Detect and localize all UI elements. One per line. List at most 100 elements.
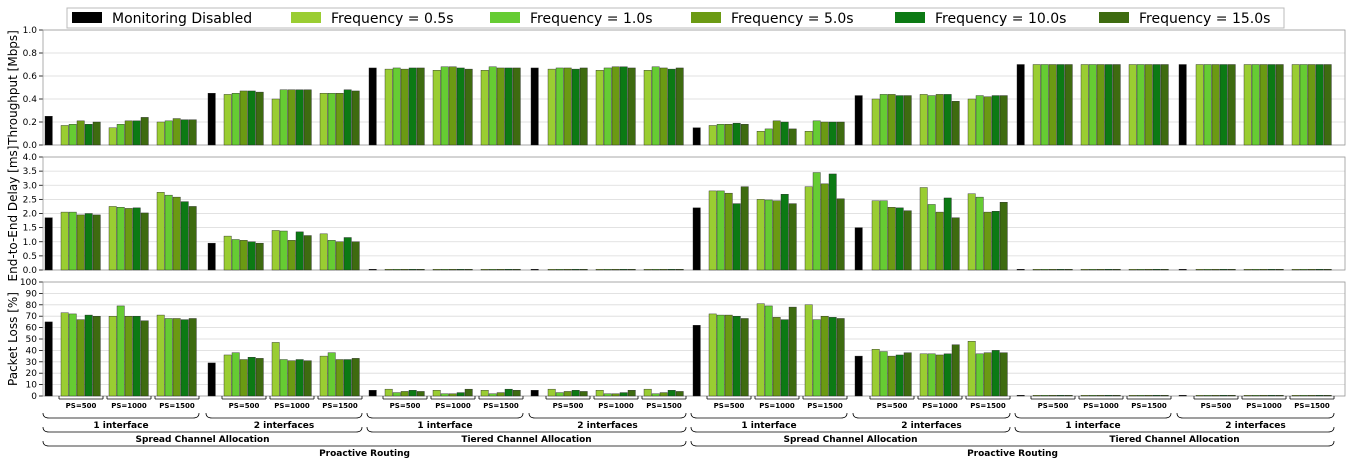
y-tick-label: 20 — [26, 369, 38, 379]
bar — [335, 241, 344, 271]
ps-label: PS=1000 — [759, 402, 795, 410]
bar — [287, 360, 296, 397]
bar — [1178, 64, 1187, 146]
bar — [180, 201, 189, 271]
bar — [279, 89, 288, 146]
bar — [239, 359, 248, 397]
bar — [384, 68, 393, 146]
bar — [764, 199, 773, 271]
bar — [1178, 269, 1187, 271]
bar — [1056, 269, 1065, 271]
ps-label: PS=500 — [1038, 402, 1069, 410]
bar — [836, 318, 845, 397]
bar — [975, 353, 984, 397]
bar — [1211, 395, 1220, 397]
bar — [327, 352, 336, 397]
bar — [400, 269, 409, 271]
bars — [44, 172, 1332, 271]
bar — [756, 303, 765, 397]
bar — [1128, 269, 1137, 271]
bar — [764, 128, 773, 146]
bar — [1040, 64, 1049, 146]
bar — [1144, 64, 1153, 146]
bar — [1243, 269, 1252, 271]
ps-label: PS=1000 — [274, 402, 310, 410]
bar — [975, 196, 984, 271]
bar — [871, 349, 880, 397]
bar — [124, 208, 133, 271]
bar — [619, 269, 628, 271]
bar — [368, 67, 377, 146]
ps-label: PS=1000 — [922, 402, 958, 410]
y-tick-label: 100 — [20, 278, 37, 288]
interface-label: 2 interfaces — [577, 421, 638, 431]
bar — [812, 319, 821, 397]
bar — [943, 353, 952, 397]
bar — [488, 393, 497, 397]
bar — [1299, 64, 1308, 146]
ps-label: PS=500 — [714, 402, 745, 410]
bar — [643, 70, 652, 146]
bar — [1267, 64, 1276, 146]
bar — [651, 393, 660, 397]
bar — [919, 94, 928, 146]
bar — [440, 393, 449, 397]
bar — [1219, 64, 1228, 146]
bar — [895, 207, 904, 271]
bar — [820, 183, 829, 271]
bar — [512, 269, 521, 271]
bar — [1178, 395, 1187, 397]
bar — [1195, 269, 1204, 271]
bar — [271, 230, 280, 271]
bar — [1259, 269, 1268, 271]
bar — [207, 93, 216, 146]
bar — [1323, 269, 1332, 271]
bar — [659, 392, 668, 397]
routing-label: Proactive Routing — [967, 449, 1058, 459]
y-tick-label: 80 — [26, 301, 38, 311]
y-axis-label: Throughput [Mbps] — [6, 30, 20, 146]
bar — [571, 269, 580, 271]
bar — [1315, 64, 1324, 146]
y-tick-label: 0.5 — [23, 252, 37, 262]
bar — [76, 319, 85, 397]
bar — [1152, 64, 1161, 146]
bar — [172, 118, 181, 146]
bar — [1016, 64, 1025, 146]
bar — [692, 207, 701, 271]
bar — [1323, 395, 1332, 397]
interface-label: 2 interfaces — [901, 421, 962, 431]
bar — [68, 313, 77, 397]
bar — [724, 192, 733, 271]
bar — [1219, 395, 1228, 397]
bar — [295, 231, 304, 271]
interface-bracket — [1176, 412, 1335, 419]
y-tick-label: 0 — [31, 392, 37, 402]
bar — [239, 90, 248, 146]
bar — [416, 269, 425, 271]
bar — [927, 353, 936, 397]
bar — [60, 125, 69, 146]
bar — [343, 359, 352, 397]
bar — [804, 186, 813, 271]
bar — [919, 187, 928, 271]
bar — [1056, 395, 1065, 397]
bar — [1243, 64, 1252, 146]
legend-frame — [66, 7, 1285, 29]
bar — [1096, 395, 1105, 397]
bar — [740, 318, 749, 397]
bar — [887, 94, 896, 146]
bar — [180, 319, 189, 397]
bar — [812, 172, 821, 271]
bar — [571, 390, 580, 397]
bar — [555, 392, 564, 397]
bar — [140, 212, 149, 271]
bar — [44, 321, 53, 397]
bar — [1152, 269, 1161, 271]
ps-label: PS=500 — [877, 402, 908, 410]
bar — [675, 67, 684, 146]
bar — [871, 200, 880, 271]
bar — [496, 269, 505, 271]
